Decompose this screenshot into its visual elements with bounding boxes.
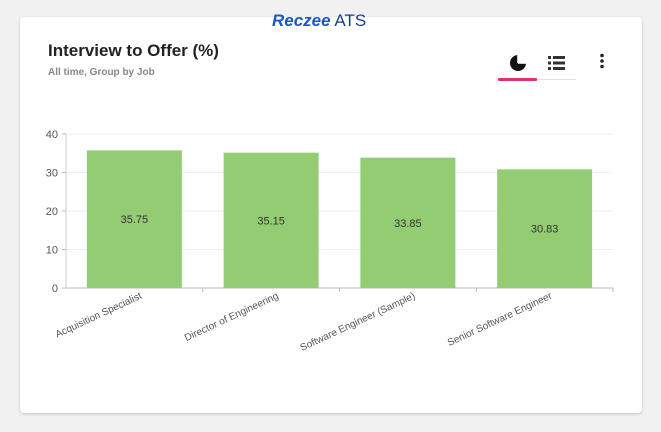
y-tick-label: 0 <box>52 283 58 295</box>
data-label: 33.85 <box>394 218 422 230</box>
y-tick-label: 30 <box>46 168 58 180</box>
y-tick-label: 40 <box>46 129 58 141</box>
x-tick-label: Senior Software Engineer <box>446 290 555 348</box>
pie-chart-icon <box>509 54 526 71</box>
y-tick-label: 20 <box>46 206 58 218</box>
x-tick-label: Director of Engineering <box>183 291 280 344</box>
brand-mark: Reczee <box>272 11 331 30</box>
data-label: 35.75 <box>121 214 149 226</box>
y-tick-label: 10 <box>46 245 58 257</box>
bar <box>223 152 319 288</box>
chart-subtitle: All time, Group by Job <box>48 67 155 78</box>
brand-logo: Reczee ATS <box>272 11 366 31</box>
view-toggle <box>498 47 576 81</box>
bar <box>360 157 456 288</box>
bar <box>86 150 182 288</box>
tab-chart-view[interactable] <box>498 47 537 81</box>
brand-text: ATS <box>330 11 367 30</box>
tab-list-view[interactable] <box>537 47 576 79</box>
x-tick-label: Acquisition Specialist <box>54 291 144 341</box>
data-label: 30.83 <box>531 224 559 236</box>
x-tick-label: Software Engineer (Sample) <box>299 291 418 354</box>
chart-title: Interview to Offer (%) <box>48 41 219 60</box>
more-options-button[interactable] <box>590 49 614 73</box>
data-label: 35.15 <box>257 215 285 227</box>
list-icon <box>548 56 565 70</box>
bar <box>497 169 593 288</box>
more-vertical-icon <box>600 53 604 69</box>
